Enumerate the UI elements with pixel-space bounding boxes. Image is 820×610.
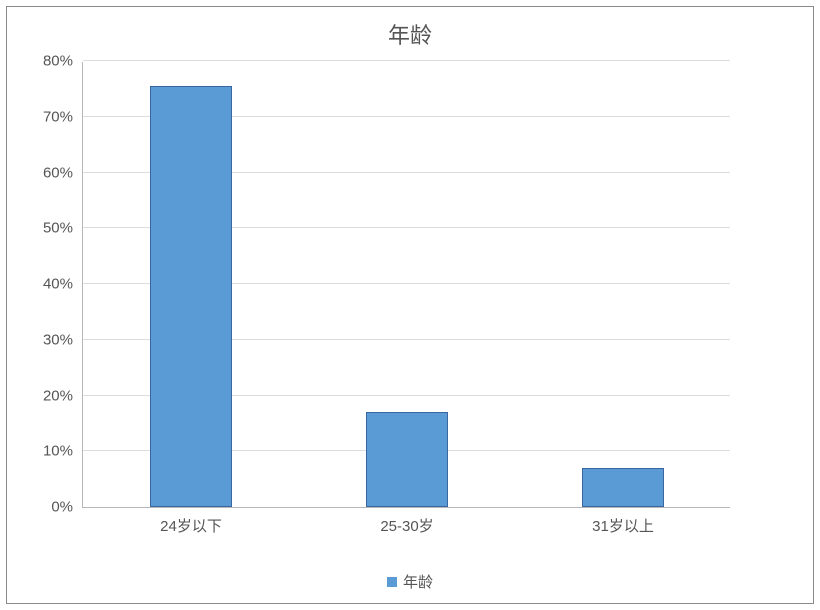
y-tick-label: 80% [43,53,73,70]
legend-label: 年龄 [403,571,433,592]
x-tick-label: 24岁以下 [160,515,222,536]
x-tick-label: 25-30岁 [380,515,433,536]
y-tick-label: 0% [51,499,73,516]
legend-swatch [387,577,397,587]
plot-area: 0%10%20%30%40%50%60%70%80%24岁以下25-30岁31岁… [82,62,730,508]
y-tick-label: 60% [43,164,73,181]
y-tick-label: 10% [43,443,73,460]
bar [582,468,664,507]
y-tick-label: 50% [43,220,73,237]
legend: 年龄 [0,571,820,592]
y-tick-label: 30% [43,331,73,348]
gridline [83,60,730,61]
bar [150,86,232,507]
bar [366,412,448,507]
y-tick-label: 70% [43,108,73,125]
y-tick-label: 40% [43,276,73,293]
chart-title: 年龄 [0,18,820,50]
y-tick-label: 20% [43,387,73,404]
x-tick-label: 31岁以上 [592,515,654,536]
